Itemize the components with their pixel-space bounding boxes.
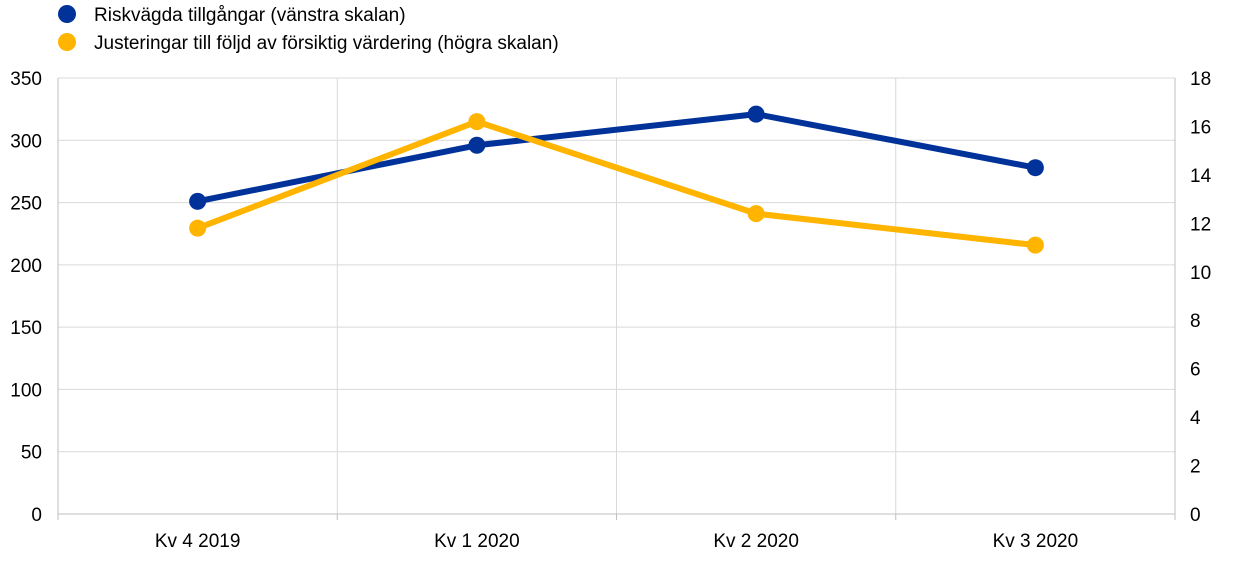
series-lines <box>194 111 1039 249</box>
y-right-tick-label: 6 <box>1190 360 1201 381</box>
y-left-tick-label: 0 <box>31 505 42 526</box>
series-points <box>189 105 1044 254</box>
series-2-point <box>747 205 765 223</box>
series-2-point <box>1026 236 1044 254</box>
legend-marker-1 <box>58 5 76 23</box>
legend-label-1: Riskvägda tillgångar (vänstra skalan) <box>94 5 406 26</box>
series-1-point <box>468 136 486 154</box>
series-1-point <box>747 105 765 123</box>
y-left-tick-label: 300 <box>10 131 42 152</box>
series-1-point <box>189 192 207 210</box>
legend-marker-2 <box>58 33 76 51</box>
y-left-tick-label: 150 <box>10 318 42 339</box>
x-tick-label: Kv 2 2020 <box>713 531 799 552</box>
axes <box>57 78 1176 520</box>
y-right-tick-label: 10 <box>1190 263 1211 284</box>
y-right-tick-label: 4 <box>1190 408 1201 429</box>
series-line-2 <box>194 118 1039 249</box>
x-tick-label: Kv 1 2020 <box>434 531 520 552</box>
y-right-tick-label: 18 <box>1190 69 1211 90</box>
series-1-point <box>1026 159 1044 177</box>
y-left-tick-label: 350 <box>10 69 42 90</box>
series-2-point <box>468 113 486 131</box>
y-right-tick-label: 14 <box>1190 166 1212 187</box>
y-right-tick-label: 2 <box>1190 457 1201 478</box>
y-left-tick-label: 100 <box>10 380 42 401</box>
legend-label-2: Justeringar till följd av försiktig värd… <box>94 33 559 54</box>
x-tick-label: Kv 4 2019 <box>155 531 241 552</box>
tick-labels: 0 50 100 150 200 250 300 350 0 2 4 6 8 10 12 14 16 18 Kv 4… <box>10 69 1211 552</box>
y-right-tick-label: 16 <box>1190 117 1211 138</box>
y-left-tick-label: 200 <box>10 256 42 277</box>
x-tick-label: Kv 3 2020 <box>993 531 1079 552</box>
y-left-tick-label: 250 <box>10 194 42 215</box>
y-right-tick-label: 0 <box>1190 505 1201 526</box>
y-right-tick-label: 8 <box>1190 311 1201 332</box>
y-left-tick-label: 50 <box>21 443 42 464</box>
legend: Riskvägda tillgångar (vänstra skalan) Jus… <box>58 5 559 54</box>
y-right-tick-label: 12 <box>1190 214 1211 235</box>
grid <box>58 77 1175 514</box>
series-2-point <box>189 219 207 237</box>
